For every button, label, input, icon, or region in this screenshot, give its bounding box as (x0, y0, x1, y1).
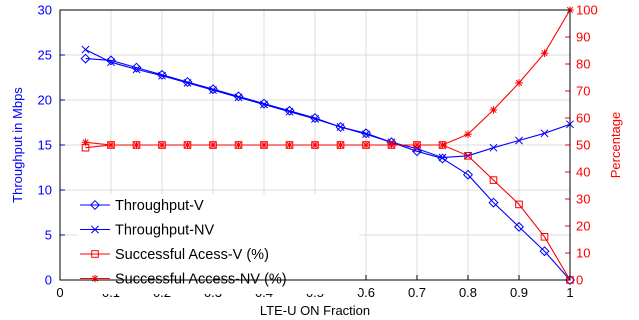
data-point (336, 141, 345, 149)
x-axis-title: LTE-U ON Fraction (260, 303, 370, 318)
data-point (539, 246, 550, 257)
legend-marker (91, 225, 99, 234)
data-point (438, 153, 447, 162)
x-tick-label: 1 (566, 285, 573, 300)
legend-marker (91, 274, 99, 283)
data-point (462, 169, 474, 180)
data-point (234, 141, 243, 149)
data-point (513, 221, 525, 232)
left-y-axis-title: Throughput in Mbps (10, 87, 25, 203)
data-point (285, 107, 294, 116)
x-tick-label: 0.9 (510, 285, 528, 300)
right-y-tick-label: 90 (576, 30, 590, 45)
right-y-tick-label: 30 (576, 192, 590, 207)
left-y-tick-label: 10 (38, 183, 52, 198)
legend: Throughput-V Throughput-NV Successful Aces… (77, 194, 359, 294)
data-point (515, 200, 523, 209)
data-point (540, 233, 549, 241)
data-point (81, 45, 90, 54)
data-point (260, 100, 268, 109)
series-4 (81, 6, 574, 149)
legend-marker (91, 250, 99, 258)
data-point (209, 86, 217, 95)
left-y-tick-label: 5 (45, 228, 52, 243)
data-point (336, 123, 345, 131)
data-point (183, 78, 192, 87)
legend-item: Throughput-NV (80, 223, 214, 239)
legend-label: Successful Acess-V (%) (115, 247, 269, 263)
right-y-axis-ticks: 0 10 20 30 40 50 60 70 80 90 100 (565, 3, 598, 288)
left-y-tick-label: 20 (38, 93, 52, 108)
data-point (488, 197, 499, 208)
data-point (285, 141, 294, 149)
right-y-axis-title: Percentage (608, 112, 623, 179)
right-y-tick-label: 80 (576, 57, 590, 72)
data-point (107, 58, 115, 67)
data-point (132, 65, 141, 74)
left-y-tick-label: 15 (38, 138, 52, 153)
data-point (158, 71, 166, 80)
data-point (81, 138, 90, 147)
data-series (80, 6, 576, 286)
data-point (260, 141, 268, 149)
x-tick-label: 0.7 (408, 285, 426, 300)
data-point (132, 141, 141, 149)
data-point (183, 141, 192, 149)
data-point (80, 53, 91, 64)
data-point (107, 141, 115, 149)
right-y-tick-label: 10 (576, 246, 590, 261)
data-point (158, 141, 166, 149)
data-point (540, 129, 549, 138)
data-point (489, 106, 498, 114)
legend-label: Throughput-NV (115, 223, 214, 239)
data-point (489, 143, 498, 152)
data-point (362, 141, 370, 149)
data-point (209, 141, 217, 149)
data-point (234, 93, 243, 102)
series-line (85, 9, 571, 146)
right-y-tick-label: 0 (576, 273, 583, 288)
data-point (387, 141, 396, 149)
legend-box (77, 194, 359, 294)
data-point (464, 152, 472, 160)
data-point (489, 176, 498, 184)
data-point (413, 141, 421, 149)
data-point (362, 130, 370, 139)
plot-frame (59, 9, 571, 281)
left-y-axis-ticks: 0 5 10 15 20 25 30 (38, 3, 65, 288)
x-tick-label: 0.8 (459, 285, 477, 300)
data-point (515, 136, 523, 145)
right-y-tick-label: 100 (576, 3, 598, 18)
data-point (311, 114, 319, 123)
right-y-tick-label: 20 (576, 219, 590, 234)
data-point (438, 141, 447, 149)
data-point (515, 79, 523, 87)
legend-item: Throughput-V (80, 198, 204, 214)
right-y-tick-label: 60 (576, 111, 590, 126)
left-y-tick-label: 30 (38, 3, 52, 18)
right-y-tick-label: 70 (576, 84, 590, 99)
data-point (311, 141, 319, 149)
x-tick-label: 0 (56, 285, 63, 300)
left-y-tick-label: 25 (38, 48, 52, 63)
right-y-tick-label: 40 (576, 165, 590, 180)
right-y-tick-label: 50 (576, 138, 590, 153)
data-point (540, 49, 549, 57)
data-point (464, 130, 472, 138)
series-line (85, 49, 571, 159)
x-tick-label: 0.6 (357, 285, 375, 300)
legend-marker (89, 199, 101, 211)
left-y-tick-label: 0 (45, 273, 52, 288)
legend-label: Throughput-V (115, 198, 204, 214)
legend-item: Successful Acess-V (%) (80, 247, 269, 263)
